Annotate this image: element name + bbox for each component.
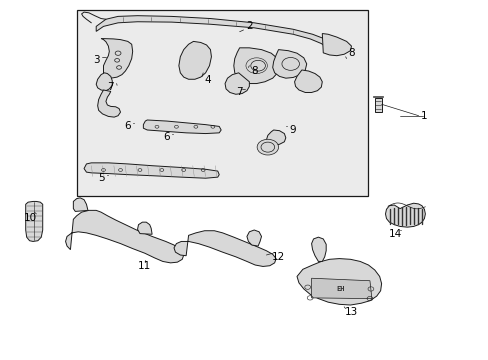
- Text: 8: 8: [250, 66, 257, 76]
- Polygon shape: [73, 198, 88, 211]
- Text: 4: 4: [204, 75, 211, 85]
- Polygon shape: [374, 98, 381, 112]
- Polygon shape: [137, 222, 152, 234]
- Polygon shape: [322, 33, 351, 56]
- Text: 3: 3: [93, 55, 100, 65]
- Text: 6: 6: [124, 121, 131, 131]
- Polygon shape: [311, 237, 325, 261]
- Text: 5: 5: [98, 173, 104, 183]
- Polygon shape: [26, 202, 42, 242]
- Polygon shape: [372, 96, 382, 97]
- Polygon shape: [224, 73, 249, 94]
- Polygon shape: [233, 48, 279, 84]
- Polygon shape: [96, 73, 112, 91]
- Bar: [77, 10, 368, 196]
- Circle shape: [257, 139, 278, 155]
- Text: 2: 2: [245, 21, 252, 31]
- Text: 9: 9: [289, 125, 296, 135]
- Polygon shape: [98, 90, 120, 117]
- Text: 12: 12: [271, 252, 285, 262]
- Polygon shape: [143, 120, 221, 134]
- Text: 10: 10: [24, 212, 37, 222]
- Text: 8: 8: [347, 48, 354, 58]
- Text: 1: 1: [420, 111, 427, 121]
- Polygon shape: [272, 50, 306, 78]
- Text: 13: 13: [344, 307, 357, 317]
- Polygon shape: [101, 39, 132, 78]
- Text: 6: 6: [163, 132, 170, 142]
- Polygon shape: [385, 203, 425, 227]
- Text: EH: EH: [336, 285, 345, 292]
- Text: 14: 14: [388, 229, 401, 239]
- Text: 7: 7: [236, 87, 243, 98]
- Polygon shape: [296, 258, 381, 305]
- Polygon shape: [311, 278, 371, 298]
- Polygon shape: [179, 41, 211, 79]
- Text: 11: 11: [138, 261, 151, 271]
- Polygon shape: [84, 163, 219, 178]
- Polygon shape: [246, 230, 261, 246]
- Polygon shape: [294, 70, 322, 93]
- Polygon shape: [96, 16, 336, 52]
- Polygon shape: [65, 210, 183, 263]
- Polygon shape: [266, 130, 285, 145]
- Text: 7: 7: [107, 82, 114, 92]
- Polygon shape: [174, 231, 276, 266]
